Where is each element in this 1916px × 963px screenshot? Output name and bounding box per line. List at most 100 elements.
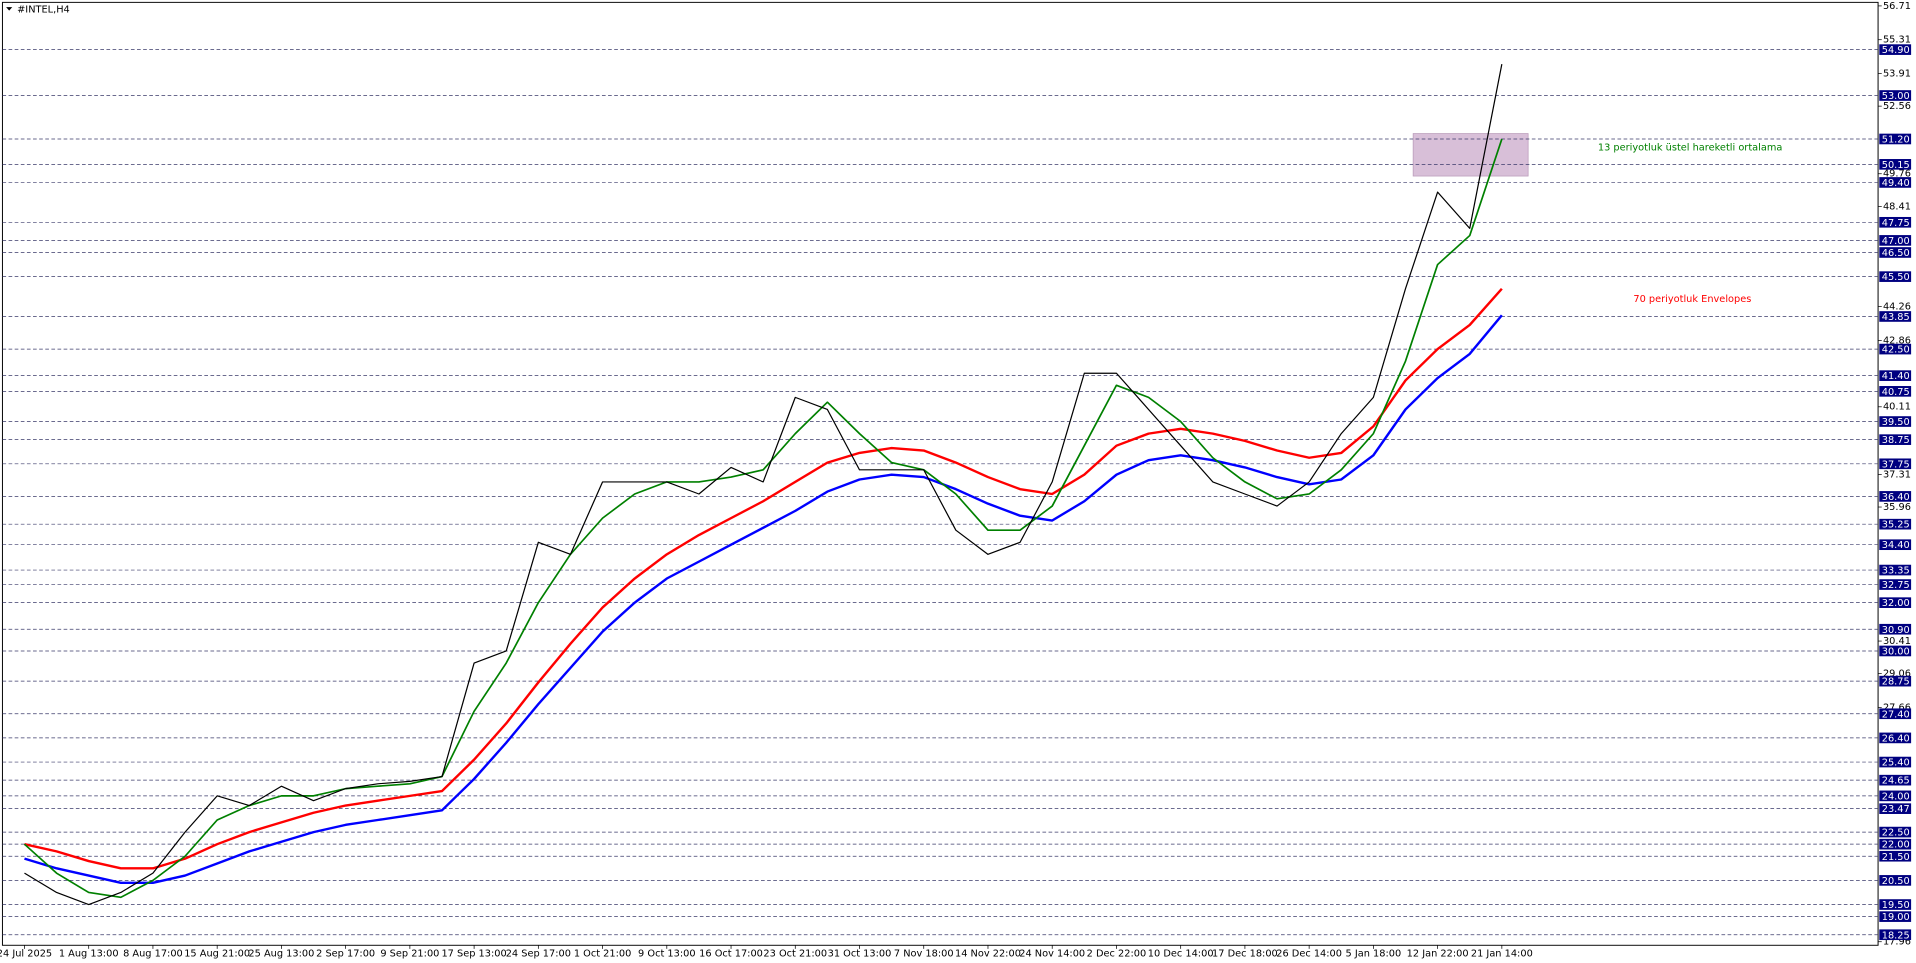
highlight-zone — [1412, 133, 1529, 177]
level-label-bg — [1879, 311, 1912, 322]
level-label: 24.00 — [1882, 792, 1910, 803]
level-label-bg — [1879, 756, 1912, 768]
y-tick-label: 56.71 — [1883, 1, 1911, 12]
level-label-bg — [1879, 159, 1912, 170]
level-label: 43.85 — [1882, 312, 1910, 323]
x-tick-label: 21 Jan 14:00 — [1471, 949, 1533, 960]
level-label-bg — [1879, 875, 1912, 886]
x-tick-label: 1 Oct 21:00 — [574, 949, 632, 960]
level-label: 30.90 — [1882, 625, 1910, 636]
level-label-bg — [1879, 826, 1912, 838]
level-label-bg — [1879, 675, 1912, 687]
x-tick-label: 2 Sep 17:00 — [316, 949, 375, 960]
x-tick-label: 9 Oct 13:00 — [638, 949, 696, 960]
x-tick-label: 12 Jan 22:00 — [1407, 949, 1469, 960]
level-label: 28.75 — [1882, 677, 1910, 688]
level-label: 37.75 — [1882, 459, 1910, 470]
level-label: 24.65 — [1882, 776, 1910, 787]
level-label: 35.25 — [1882, 520, 1910, 531]
level-label: 36.40 — [1882, 492, 1910, 503]
y-tick-label: 52.56 — [1883, 101, 1911, 112]
level-label-bg — [1879, 235, 1912, 246]
y-tick-label: 30.41 — [1883, 636, 1911, 647]
x-tick-label: 14 Nov 22:00 — [955, 949, 1021, 960]
level-label-bg — [1879, 44, 1912, 55]
y-tick-label: 35.96 — [1883, 502, 1911, 513]
level-label-bg — [1879, 133, 1912, 145]
y-tick-label: 49.76 — [1883, 169, 1911, 180]
x-tick-label: 31 Oct 13:00 — [828, 949, 892, 960]
y-tick-label: 48.41 — [1883, 201, 1911, 212]
level-label-bg — [1879, 597, 1912, 608]
y-tick-label: 44.26 — [1883, 302, 1911, 313]
x-tick-label: 8 Aug 17:00 — [123, 949, 183, 960]
y-tick-label: 17.96 — [1883, 937, 1911, 948]
series-line — [23, 138, 1503, 899]
level-label: 32.75 — [1882, 580, 1910, 591]
x-tick-label: 1 Aug 13:00 — [59, 949, 119, 960]
level-label-bg — [1879, 458, 1912, 470]
level-label: 47.00 — [1882, 236, 1910, 247]
level-label: 18.25 — [1882, 930, 1910, 941]
level-label-bg — [1879, 732, 1912, 744]
y-tick-label: 29.06 — [1883, 669, 1911, 680]
level-label-bg — [1879, 491, 1912, 502]
x-tick-label: 2 Dec 22:00 — [1087, 949, 1147, 960]
level-label: 51.20 — [1882, 135, 1910, 146]
level-label-bg — [1879, 564, 1912, 576]
x-tick-label: 23 Oct 21:00 — [763, 949, 827, 960]
series-line — [24, 287, 1503, 870]
series-label: 13 periyotluk üstel hareketli ortalama — [1598, 143, 1783, 154]
x-tick-label: 24 Nov 14:00 — [1019, 949, 1085, 960]
plot-frame — [1, 1, 1879, 946]
level-label-bg — [1879, 838, 1912, 850]
level-label: 38.75 — [1882, 435, 1910, 446]
level-label: 32.00 — [1882, 598, 1910, 609]
level-label-bg — [1879, 386, 1912, 397]
x-tick-label: 25 Aug 13:00 — [248, 949, 314, 960]
level-label: 19.00 — [1882, 912, 1910, 923]
level-label-bg — [1879, 518, 1912, 530]
level-label: 47.75 — [1882, 218, 1910, 229]
level-label: 50.15 — [1882, 160, 1910, 171]
level-label-bg — [1879, 899, 1912, 910]
level-label: 22.50 — [1882, 828, 1910, 839]
level-label: 26.40 — [1882, 734, 1910, 745]
series-line — [24, 64, 1503, 906]
y-tick-label: 53.91 — [1883, 69, 1911, 80]
level-label-bg — [1879, 774, 1912, 786]
x-tick-label: 9 Sep 21:00 — [380, 949, 439, 960]
level-label: 49.40 — [1882, 178, 1910, 189]
level-label-bg — [1879, 803, 1912, 814]
level-label-bg — [1879, 177, 1912, 188]
level-label: 41.40 — [1882, 371, 1910, 382]
level-label-bg — [1879, 247, 1912, 258]
level-label-bg — [1879, 790, 1912, 802]
level-label-bg — [1879, 708, 1912, 720]
y-tick-label: 40.11 — [1883, 402, 1911, 413]
level-label: 19.50 — [1882, 900, 1910, 911]
level-label: 39.50 — [1882, 417, 1910, 428]
level-label: 53.00 — [1882, 91, 1910, 102]
level-label-bg — [1879, 90, 1912, 101]
level-label: 46.50 — [1882, 248, 1910, 259]
x-tick-label: 10 Dec 14:00 — [1148, 949, 1214, 960]
level-label-bg — [1879, 623, 1912, 635]
x-tick-label: 16 Oct 17:00 — [699, 949, 763, 960]
level-label: 34.40 — [1882, 540, 1910, 551]
x-tick-label: 24 Sep 17:00 — [506, 949, 571, 960]
level-label-bg — [1879, 579, 1912, 590]
level-label-bg — [1879, 911, 1912, 922]
level-label-bg — [1879, 370, 1912, 381]
level-label-bg — [1879, 216, 1912, 228]
level-label: 23.47 — [1882, 804, 1910, 815]
level-label-bg — [1879, 434, 1912, 445]
level-label-bg — [1879, 343, 1912, 355]
level-label: 20.50 — [1882, 876, 1910, 887]
x-tick-label: 26 Dec 14:00 — [1276, 949, 1342, 960]
level-label-bg — [1879, 416, 1912, 427]
level-label-bg — [1879, 271, 1912, 282]
level-label: 22.00 — [1882, 840, 1910, 851]
